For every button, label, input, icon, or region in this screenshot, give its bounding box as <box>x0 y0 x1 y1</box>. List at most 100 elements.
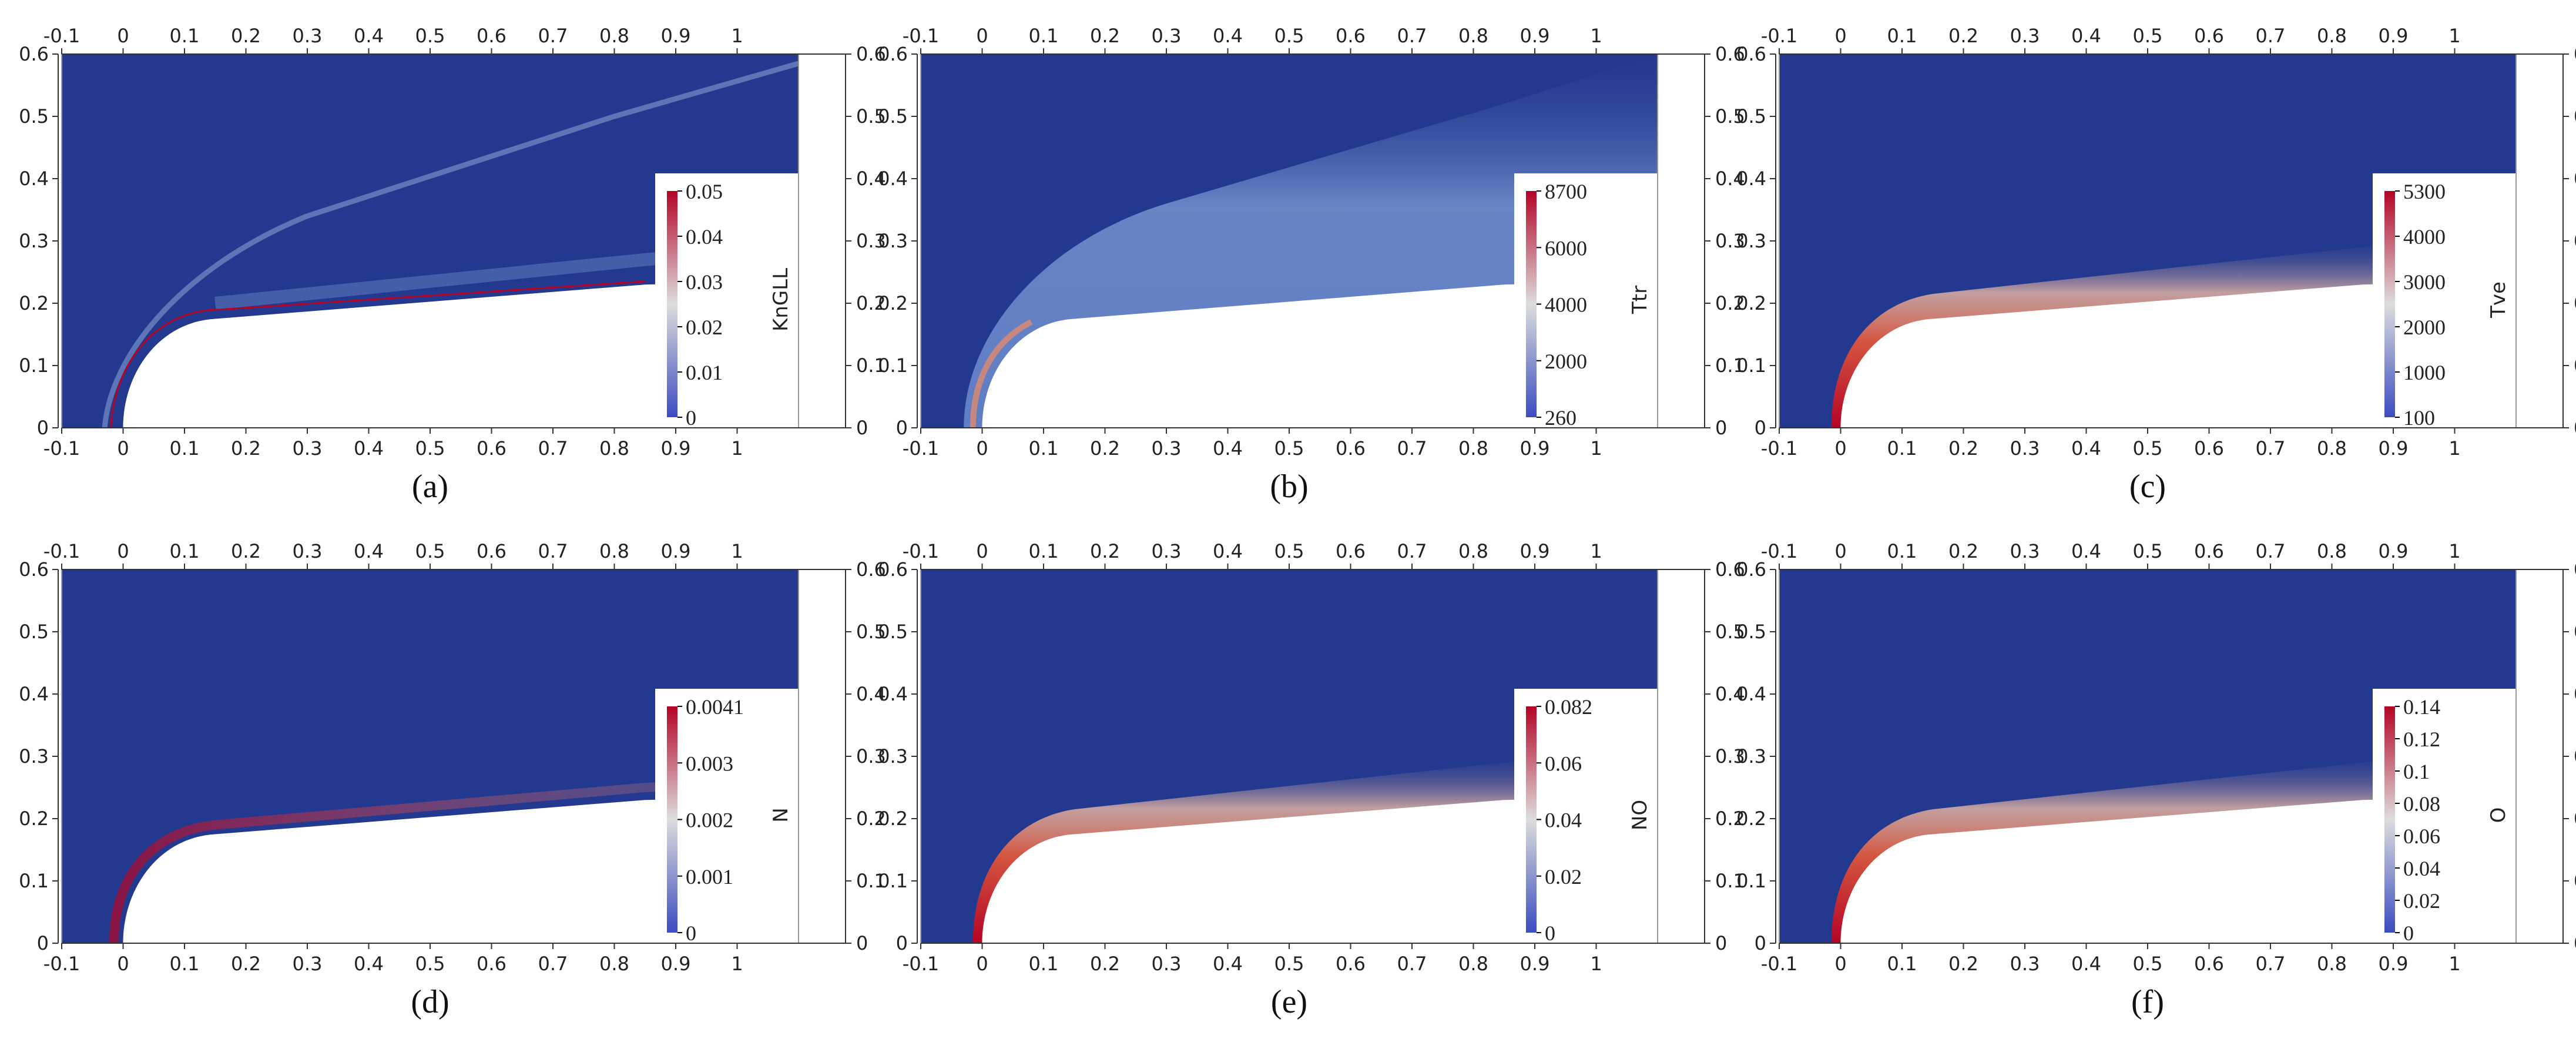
y-tick-label: 0.3 <box>878 230 908 252</box>
y-tick-label: 0.1 <box>19 354 49 377</box>
y-tick-label-right: 0.4 <box>856 683 886 705</box>
x-tick-label-top: 0.8 <box>1458 25 1488 47</box>
x-tick-label-top: 0.2 <box>1948 25 1978 47</box>
panel-caption: (f) <box>2131 984 2164 1020</box>
nose-hot-region <box>970 319 1033 428</box>
x-tick-label: 0.2 <box>1948 437 1978 460</box>
x-tick-label: 0.5 <box>1274 437 1304 460</box>
x-tick-label: 0.2 <box>231 437 261 460</box>
x-tick-label: 0.6 <box>477 953 507 975</box>
colorbar-label: O <box>2487 807 2510 823</box>
x-tick-label-top: 0.1 <box>1029 540 1059 562</box>
x-tick-label: 0.1 <box>170 437 200 460</box>
panel-b: 8700600040002000260Ttr-0.1-0.1000.10.10.… <box>878 25 1745 505</box>
x-tick-label-top: 0.5 <box>1274 540 1304 562</box>
y-tick-label-right: 0.2 <box>2574 807 2576 830</box>
colorbar-tick-label: 1000 <box>2403 361 2446 384</box>
colorbar-tick-label: 0.002 <box>686 809 733 832</box>
x-tick-label: 1 <box>731 437 743 460</box>
colorbar <box>667 191 677 417</box>
y-tick-label: 0.4 <box>878 683 908 705</box>
x-tick-label-top: 0.9 <box>2379 540 2409 562</box>
x-tick-label: 0 <box>976 953 988 975</box>
x-tick-label: 1 <box>2448 437 2460 460</box>
y-tick-label: 0.1 <box>878 870 908 892</box>
colorbar-label: KnGLL <box>769 268 793 331</box>
x-tick-label: 0.2 <box>1948 953 1978 975</box>
y-tick-label: 0 <box>896 932 908 954</box>
x-tick-label: 0.8 <box>2317 437 2347 460</box>
colorbar-tick-label: 0 <box>686 406 696 430</box>
colorbar-tick-label: 0.01 <box>686 361 723 384</box>
y-tick-label-right: 0 <box>1715 932 1727 954</box>
colorbar-box <box>655 173 799 428</box>
vehicle-body <box>1840 796 2516 943</box>
x-tick-label-top: 0.3 <box>2010 25 2040 47</box>
colorbar-tick-label: 4000 <box>2403 225 2446 249</box>
colorbar-tick-label: 8700 <box>1545 180 1587 203</box>
x-tick-label: 0.9 <box>1520 953 1550 975</box>
x-tick-label-top: -0.1 <box>903 540 939 562</box>
y-tick-label: 0.4 <box>19 167 49 190</box>
x-tick-label-top: 0.5 <box>1274 25 1304 47</box>
y-tick-label: 0.3 <box>878 745 908 767</box>
y-tick-label: 0.2 <box>878 807 908 830</box>
x-tick-label: 0.7 <box>538 437 568 460</box>
x-tick-label: 0.5 <box>2133 437 2163 460</box>
y-tick-label: 0.6 <box>19 558 49 581</box>
y-tick-label: 0.5 <box>19 105 49 128</box>
y-tick-label-right: 0.5 <box>2574 105 2576 128</box>
x-tick-label: 0.2 <box>1090 953 1120 975</box>
y-tick-label-right: 0 <box>856 417 868 439</box>
x-tick-label-top: 0.4 <box>1213 540 1243 562</box>
x-tick-label-top: 0.7 <box>538 25 568 47</box>
y-tick-label: 0 <box>896 417 908 439</box>
colorbar-tick-label: 0.06 <box>1545 752 1582 775</box>
y-tick-label: 0.4 <box>878 167 908 190</box>
x-tick-label-top: 0.6 <box>477 540 507 562</box>
x-tick-label-top: 1 <box>2448 540 2460 562</box>
colorbar-box <box>1514 689 1658 943</box>
colorbar-tick-label: 0 <box>1545 921 1555 945</box>
colorbar-tick-label: 5300 <box>2403 180 2446 203</box>
y-tick-label: 0.2 <box>1736 807 1766 830</box>
x-tick-label: -0.1 <box>1761 953 1797 975</box>
y-tick-label-right: 0.3 <box>856 230 886 252</box>
colorbar-box <box>655 689 799 943</box>
y-tick-label-right: 0.1 <box>856 870 886 892</box>
x-tick-label: 0.6 <box>1336 953 1366 975</box>
nose-region <box>109 776 799 943</box>
panel-caption: (c) <box>2129 468 2166 505</box>
vehicle-body <box>123 281 799 428</box>
y-tick-label: 0.3 <box>19 230 49 252</box>
x-tick-label: 0.7 <box>2256 953 2286 975</box>
x-tick-label-top: 0.8 <box>2317 25 2347 47</box>
panel-c: 53004000300020001000100Tve-0.1-0.1000.10… <box>1736 25 2576 505</box>
y-tick-label-right: 0 <box>1715 417 1727 439</box>
x-tick-label: 0.7 <box>538 953 568 975</box>
y-tick-label-right: 0.1 <box>2574 870 2576 892</box>
x-tick-label-top: 0.2 <box>1948 540 1978 562</box>
x-tick-label-top: 0 <box>976 540 988 562</box>
y-tick-label-right: 0.6 <box>1715 43 1745 65</box>
x-tick-label-top: 0.5 <box>2133 540 2163 562</box>
x-tick-label-top: -0.1 <box>1761 540 1797 562</box>
x-tick-label: 0.4 <box>1213 953 1243 975</box>
colorbar-label: N <box>769 807 793 822</box>
x-tick-label: 1 <box>2448 953 2460 975</box>
x-tick-label: 1 <box>731 953 743 975</box>
x-tick-label-top: 0.1 <box>170 540 200 562</box>
x-tick-label: -0.1 <box>43 953 80 975</box>
y-tick-label: 0.3 <box>19 745 49 767</box>
colorbar-tick-label: 0.08 <box>2403 792 2440 816</box>
colorbar-tick-label: 0.1 <box>2403 760 2430 783</box>
x-tick-label: 0.9 <box>661 953 691 975</box>
x-tick-label: 0.4 <box>2071 953 2101 975</box>
y-tick-label: 0 <box>1755 932 1766 954</box>
x-tick-label: 0.4 <box>354 953 384 975</box>
x-tick-label-top: 0 <box>117 25 129 47</box>
x-tick-label-top: 0.1 <box>1029 25 1059 47</box>
x-tick-label-top: 0.2 <box>1090 540 1120 562</box>
y-tick-label-right: 0.4 <box>1715 683 1745 705</box>
panel-a: 0.050.040.030.020.010KnGLL-0.1-0.1000.10… <box>19 25 886 505</box>
